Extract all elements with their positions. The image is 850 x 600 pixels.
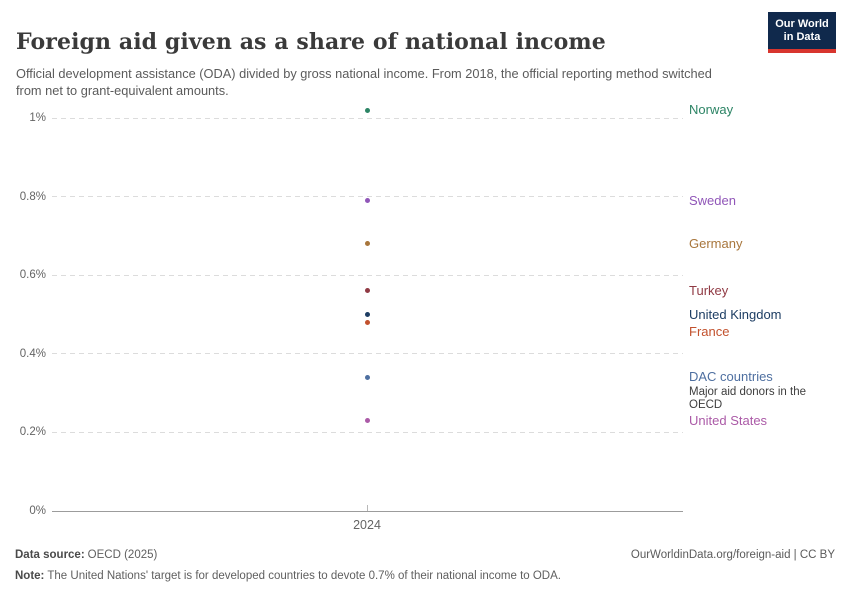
label-norway[interactable]: Norway (689, 102, 733, 118)
data-source: Data source: OECD (2025) (15, 549, 157, 561)
label-france[interactable]: France (689, 324, 729, 340)
y-axis-tick-0.8%: 0.8% (19, 190, 46, 203)
gridline-0.4% (52, 353, 683, 355)
note-value: The United Nations' target is for develo… (47, 570, 561, 582)
dot-germany[interactable] (364, 241, 370, 247)
dot-united-states[interactable] (364, 418, 370, 424)
y-axis-tick-1%: 1% (29, 112, 46, 124)
label-turkey[interactable]: Turkey (689, 283, 728, 299)
label-dac-countries[interactable]: DAC countries Major aid donors in the OEC… (689, 369, 819, 412)
y-axis-tick-0.4%: 0.4% (19, 347, 46, 360)
entity-name: Sweden (689, 192, 736, 208)
owid-logo-line2: in Data (783, 31, 821, 43)
x-axis-tick-mark (367, 505, 368, 511)
owid-logo[interactable]: Our World in Data (768, 12, 836, 53)
footer-source-row: Data source: OECD (2025) OurWorldinData.o… (15, 549, 835, 561)
dot-france[interactable] (364, 319, 370, 325)
credit-link[interactable]: OurWorldinData.org/foreign-aid | CC BY (630, 549, 835, 561)
chart-subtitle: Official development assistance (ODA) di… (16, 65, 712, 99)
note-label: Note: (15, 570, 45, 582)
label-germany[interactable]: Germany (689, 236, 742, 252)
entity-name: United States (689, 412, 768, 428)
y-axis-tick-0%: 0% (29, 505, 46, 517)
label-sweden[interactable]: Sweden (689, 193, 736, 209)
gridline-0.6% (52, 274, 683, 276)
entity-name: Germany (689, 235, 743, 251)
gridline-0.2% (52, 431, 683, 433)
data-source-value: OECD (2025) (87, 549, 158, 561)
y-axis-tick-0.6%: 0.6% (19, 269, 46, 282)
label-united-kingdom[interactable]: United Kingdom (689, 307, 782, 323)
entity-name: DAC countries (689, 369, 773, 385)
entity-name: United Kingdom (689, 306, 782, 322)
owid-logo-line1: Our World (775, 18, 829, 30)
dot-sweden[interactable] (364, 198, 370, 204)
dot-united-kingdom[interactable] (364, 312, 370, 317)
dot-dac-countries[interactable] (364, 374, 370, 380)
gridline-0% (52, 510, 683, 512)
footer-note-row: Note: The United Nations' target is for d… (15, 570, 835, 582)
data-source-label: Data source: (15, 549, 85, 561)
label-united-states[interactable]: United States (689, 413, 767, 429)
dot-turkey[interactable] (364, 288, 370, 294)
x-axis-tick-label: 2024 (353, 518, 381, 532)
entity-name: Turkey (689, 282, 729, 298)
y-axis-tick-0.2%: 0.2% (19, 426, 46, 439)
dot-norway[interactable] (364, 107, 370, 113)
entity-name: France (689, 323, 730, 339)
gridline-1% (52, 117, 683, 119)
page-title: Foreign aid given as a share of national… (16, 28, 606, 55)
entity-name: Norway (689, 102, 734, 118)
gridline-0.8% (52, 196, 683, 198)
entity-sublabel: Major aid donors in the OECD (689, 386, 806, 412)
